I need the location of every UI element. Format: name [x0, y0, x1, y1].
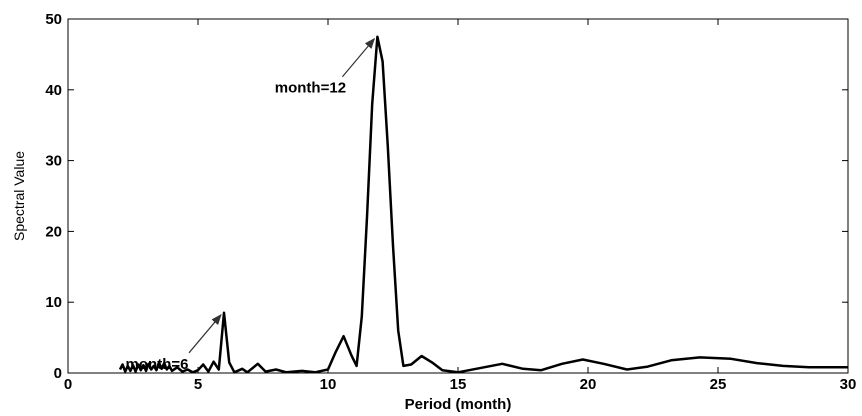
y-tick-label: 50: [45, 11, 62, 28]
annotation-label: month=12: [275, 80, 346, 97]
y-tick-label: 0: [54, 365, 62, 382]
plot-frame: [67, 18, 849, 374]
x-tick-label: 5: [194, 376, 202, 393]
x-tick-label: 15: [450, 376, 467, 393]
annotation-label: month=6: [126, 356, 189, 373]
x-tick-label: 0: [64, 376, 72, 393]
x-tick-label: 10: [320, 376, 337, 393]
x-tick-label: 30: [840, 376, 857, 393]
annotation-arrow: [188, 313, 222, 354]
y-axis-label: Spectral Value: [11, 151, 27, 241]
y-tick-label: 20: [45, 223, 62, 240]
x-tick-label: 25: [710, 376, 727, 393]
annotation-arrow: [341, 37, 376, 78]
y-tick-label: 30: [45, 153, 62, 170]
y-tick-label: 40: [45, 82, 62, 99]
y-tick-label: 10: [45, 294, 62, 311]
x-axis-label: Period (month): [405, 396, 512, 413]
spectrum-line: [118, 35, 848, 374]
x-tick-label: 20: [580, 376, 597, 393]
